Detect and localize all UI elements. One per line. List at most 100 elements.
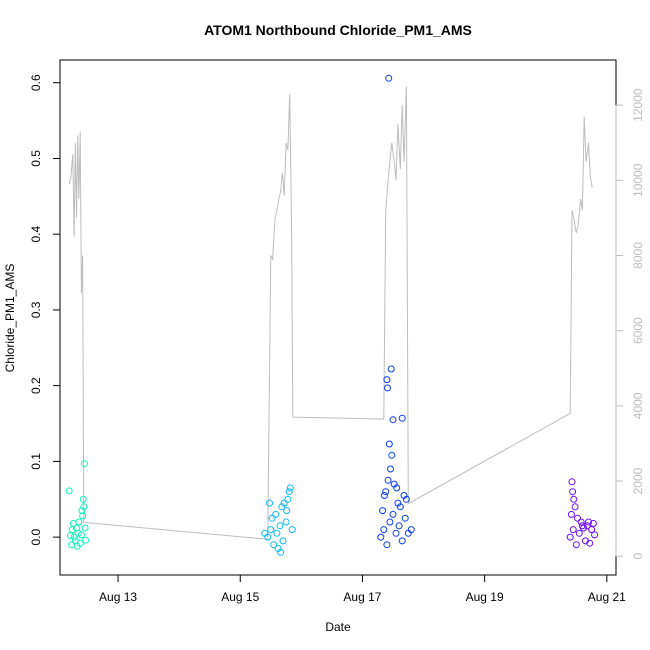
data-point-3-18: [586, 539, 594, 547]
x-tick-label-3: Aug 19: [466, 590, 504, 604]
data-point-1-15: [284, 495, 292, 503]
data-point-2-6: [395, 522, 403, 530]
y2-tick-label-6: 12000: [631, 88, 645, 122]
data-point-2-9: [382, 488, 390, 496]
data-point-2-22: [394, 499, 402, 507]
data-point-2-8: [401, 514, 409, 522]
x-axis-label: Date: [325, 620, 351, 634]
data-point-3-5: [582, 537, 589, 545]
data-point-1-1: [267, 526, 275, 534]
y2-tick-label-0: 0: [631, 553, 645, 560]
data-point-0-15: [65, 487, 73, 495]
data-point-2-27: [404, 529, 412, 537]
data-point-2-18: [398, 414, 406, 422]
data-point-0-16: [80, 460, 88, 468]
y-tick-label-1: 0.1: [29, 453, 43, 470]
data-point-2-15: [384, 384, 391, 392]
data-point-1-18: [261, 529, 269, 537]
data-point-2-20: [402, 495, 410, 503]
data-point-0-9: [75, 518, 83, 526]
data-point-0-8: [77, 531, 85, 539]
data-point-1-19: [277, 548, 285, 556]
y2-tick-label-1: 2000: [631, 467, 645, 494]
y2-tick-label-2: 4000: [631, 392, 645, 419]
y-axis-label: Chloride_PM1_AMS: [3, 264, 17, 373]
data-point-2-28: [380, 492, 388, 499]
data-point-3-13: [568, 478, 576, 486]
data-point-0-18: [73, 542, 81, 550]
y2-tick-label-5: 10000: [631, 163, 645, 197]
data-point-2-1: [380, 526, 388, 534]
chart-title: ATOM1 Northbound Chloride_PM1_AMS: [204, 22, 472, 38]
y-tick-label-3: 0.3: [29, 301, 43, 318]
points-layer: [65, 74, 599, 556]
data-point-3-6: [585, 518, 592, 526]
data-point-0-12: [79, 495, 87, 503]
data-point-0-10: [79, 512, 87, 520]
data-point-3-0: [566, 533, 574, 541]
data-point-2-0: [377, 533, 385, 541]
data-point-1-11: [280, 499, 288, 507]
data-point-3-14: [577, 518, 585, 526]
y2-tick-label-3: 6000: [631, 317, 645, 344]
series-line-4: [68, 86, 593, 540]
y2-tick-label-4: 8000: [631, 242, 645, 269]
data-point-2-4: [389, 510, 397, 518]
y-tick-label-6: 0.6: [29, 74, 43, 91]
x-tick-label-4: Aug 21: [588, 590, 626, 604]
data-point-1-12: [283, 507, 291, 515]
data-point-1-2: [270, 541, 278, 549]
data-point-0-19: [82, 536, 90, 544]
data-point-3-8: [591, 531, 599, 539]
data-point-1-16: [266, 499, 274, 507]
data-point-0-4: [66, 532, 74, 540]
data-point-2-25: [379, 507, 387, 515]
data-point-1-14: [286, 484, 294, 492]
data-point-2-13: [385, 440, 393, 448]
x-tick-label-1: Aug 15: [221, 590, 259, 604]
data-point-0-0: [70, 533, 78, 541]
data-point-0-11: [80, 503, 88, 511]
line-layer: [68, 86, 593, 540]
data-point-1-13: [285, 488, 293, 496]
y-tick-label-5: 0.5: [29, 150, 43, 167]
data-point-2-3: [386, 518, 394, 526]
y-tick-label-4: 0.4: [29, 226, 43, 243]
data-point-3-10: [571, 503, 579, 511]
x-tick-label-2: Aug 17: [343, 590, 381, 604]
data-point-3-2: [572, 541, 580, 549]
data-point-1-8: [272, 510, 280, 518]
data-point-1-7: [268, 514, 276, 522]
data-point-2-19: [385, 74, 393, 82]
data-point-3-1: [569, 526, 577, 534]
data-point-2-23: [396, 503, 404, 511]
data-point-3-11: [570, 495, 578, 503]
data-point-2-10: [384, 476, 392, 484]
data-point-1-3: [273, 529, 281, 537]
data-point-2-11: [387, 465, 394, 473]
data-point-2-2: [383, 541, 391, 549]
data-point-1-4: [276, 522, 284, 530]
axes-layer: Aug 13 Aug 15 Aug 17 Aug 19 Aug 21 0.0 0.1 0.2 0…: [29, 74, 645, 604]
data-point-1-17: [288, 526, 296, 534]
data-point-2-12: [388, 451, 396, 459]
data-point-3-3: [575, 529, 583, 537]
data-point-2-17: [387, 365, 395, 373]
data-point-2-14: [389, 416, 397, 424]
data-point-3-7: [588, 526, 596, 534]
data-point-3-19: [589, 520, 597, 527]
data-point-0-13: [78, 507, 86, 515]
data-point-2-7: [398, 537, 406, 545]
data-point-2-29: [393, 484, 401, 492]
data-point-1-5: [279, 537, 287, 545]
data-point-2-21: [400, 492, 408, 499]
data-point-2-5: [392, 529, 400, 537]
data-point-2-16: [383, 376, 391, 384]
data-point-3-16: [574, 514, 581, 522]
data-point-3-12: [569, 488, 577, 496]
data-point-3-9: [567, 510, 575, 518]
data-point-3-15: [583, 522, 591, 530]
data-point-0-14: [81, 524, 89, 532]
